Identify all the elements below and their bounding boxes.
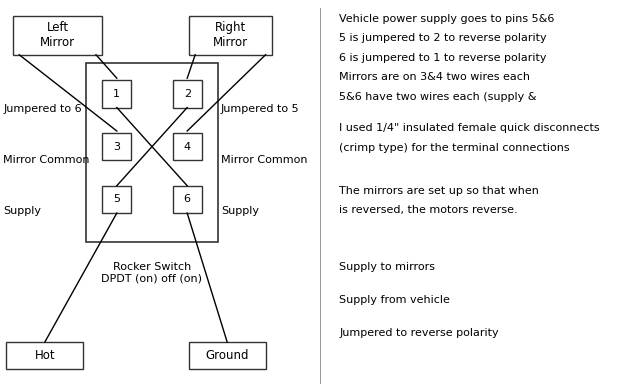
- Text: (crimp type) for the terminal connections: (crimp type) for the terminal connection…: [339, 143, 570, 153]
- Text: Supply: Supply: [221, 206, 259, 216]
- Bar: [189, 342, 266, 369]
- Text: Supply to mirrors: Supply to mirrors: [339, 262, 435, 272]
- Text: I used 1/4" insulated female quick disconnects: I used 1/4" insulated female quick disco…: [339, 123, 600, 133]
- Text: Mirror Common: Mirror Common: [221, 155, 307, 165]
- Bar: [102, 186, 131, 213]
- Text: Right
Mirror: Right Mirror: [213, 21, 248, 49]
- Text: Mirror Common: Mirror Common: [3, 155, 90, 165]
- Text: 1: 1: [113, 89, 120, 99]
- Bar: [173, 186, 202, 213]
- Text: Supply: Supply: [3, 206, 41, 216]
- Bar: [102, 133, 131, 160]
- Text: Ground: Ground: [205, 349, 249, 362]
- Bar: [6, 342, 83, 369]
- Text: Rocker Switch
DPDT (on) off (on): Rocker Switch DPDT (on) off (on): [101, 262, 202, 283]
- Bar: [86, 63, 218, 242]
- Text: 6 is jumpered to 1 to reverse polarity: 6 is jumpered to 1 to reverse polarity: [339, 53, 547, 63]
- Text: 2: 2: [184, 89, 191, 99]
- Text: Jumpered to 5: Jumpered to 5: [221, 104, 300, 115]
- Text: 6: 6: [184, 194, 191, 204]
- Text: Mirrors are on 3&4 two wires each: Mirrors are on 3&4 two wires each: [339, 72, 530, 83]
- Text: 4: 4: [184, 142, 191, 152]
- Text: is reversed, the motors reverse.: is reversed, the motors reverse.: [339, 205, 518, 215]
- Bar: [102, 80, 131, 108]
- Text: 5 is jumpered to 2 to reverse polarity: 5 is jumpered to 2 to reverse polarity: [339, 33, 547, 43]
- Text: The mirrors are set up so that when: The mirrors are set up so that when: [339, 186, 539, 196]
- Text: Vehicle power supply goes to pins 5&6: Vehicle power supply goes to pins 5&6: [339, 14, 555, 24]
- Text: Hot: Hot: [35, 349, 55, 362]
- Bar: [13, 16, 102, 55]
- Text: Jumpered to 6: Jumpered to 6: [3, 104, 82, 115]
- Bar: [173, 133, 202, 160]
- Text: Jumpered to reverse polarity: Jumpered to reverse polarity: [339, 328, 499, 339]
- Bar: [173, 80, 202, 108]
- Bar: [189, 16, 272, 55]
- Text: 3: 3: [113, 142, 120, 152]
- Text: 5: 5: [113, 194, 120, 204]
- Text: Left
Mirror: Left Mirror: [40, 21, 75, 49]
- Text: Supply from vehicle: Supply from vehicle: [339, 295, 450, 305]
- Text: 5&6 have two wires each (supply &: 5&6 have two wires each (supply &: [339, 92, 537, 102]
